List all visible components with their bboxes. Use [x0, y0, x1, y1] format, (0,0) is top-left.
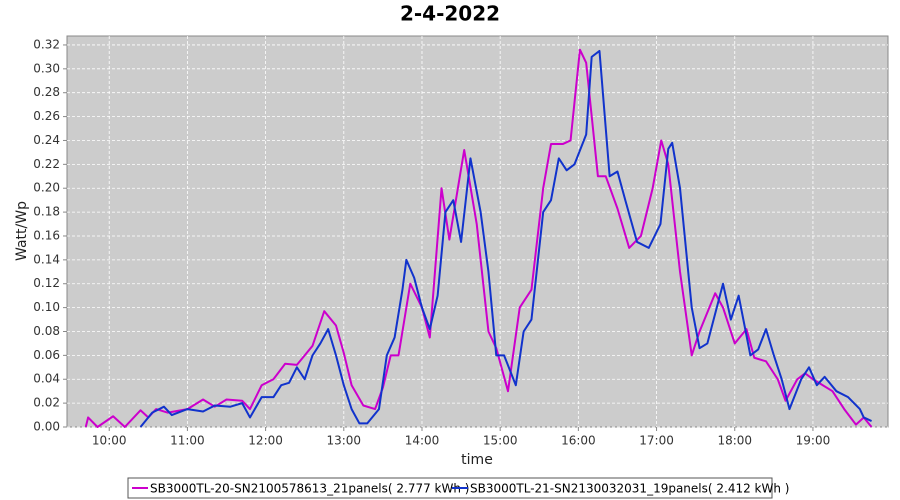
- y-tick-label: 0.06: [33, 348, 60, 362]
- x-tick-label: 11:00: [170, 434, 205, 448]
- y-tick-label: 0.02: [33, 396, 60, 410]
- y-tick-label: 0.28: [33, 85, 60, 99]
- x-tick-label: 14:00: [405, 434, 440, 448]
- x-tick-label: 15:00: [483, 434, 518, 448]
- y-tick-label: 0.26: [33, 109, 60, 123]
- legend-label: SB3000TL-21-SN2130032031_19panels( 2.412…: [470, 482, 789, 496]
- y-tick-label: 0.22: [33, 157, 60, 171]
- legend-box: [127, 477, 773, 499]
- series-line: [139, 49, 872, 428]
- x-tick-label: 13:00: [326, 434, 361, 448]
- y-tick-label: 0.20: [33, 181, 60, 195]
- y-tick-label: 0.12: [33, 276, 60, 290]
- y-tick-label: 0.00: [33, 420, 60, 434]
- y-tick-label: 0.04: [33, 372, 60, 386]
- series-line: [84, 48, 873, 428]
- x-tick-label: 18:00: [717, 434, 752, 448]
- x-tick-label: 12:00: [248, 434, 283, 448]
- x-axis-label: time: [461, 452, 493, 468]
- y-tick-label: 0.08: [33, 324, 60, 338]
- legend-label: SB3000TL-20-SN2100578613_21panels( 2.777…: [150, 482, 469, 496]
- y-tick-label: 0.14: [33, 252, 60, 266]
- x-tick-label: 16:00: [561, 434, 596, 448]
- x-tick-label: 17:00: [639, 434, 674, 448]
- x-tick-label: 19:00: [796, 434, 831, 448]
- y-tick-label: 0.24: [33, 133, 60, 147]
- y-tick-label: 0.10: [33, 300, 60, 314]
- y-tick-label: 0.18: [33, 205, 60, 219]
- y-tick-label: 0.32: [33, 37, 60, 51]
- x-tick-label: 10:00: [92, 434, 127, 448]
- y-axis-label: Watt/Wp: [14, 201, 30, 261]
- y-tick-label: 0.30: [33, 61, 60, 75]
- y-tick-label: 0.16: [33, 228, 60, 242]
- chart-title: 2-4-2022: [400, 2, 500, 26]
